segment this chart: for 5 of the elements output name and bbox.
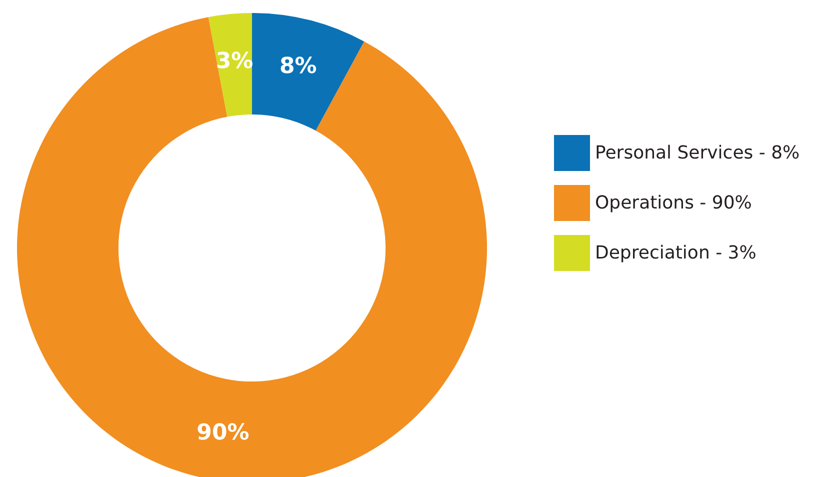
legend-label: Operations - 90% (595, 192, 752, 214)
data-label: 8% (279, 54, 317, 79)
legend-label: Depreciation - 3% (595, 242, 756, 264)
legend-label: Personal Services - 8% (595, 142, 800, 164)
data-label: 90% (196, 420, 250, 446)
